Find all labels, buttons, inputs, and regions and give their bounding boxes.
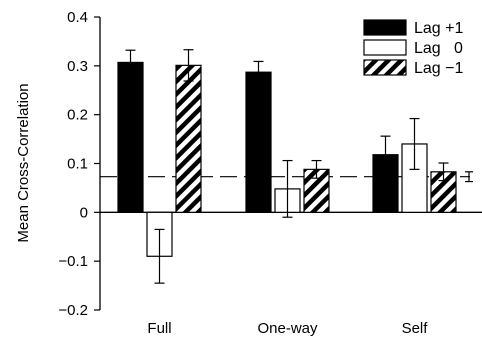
bar [245, 71, 272, 213]
y-tick-label: 0.1 [67, 156, 88, 173]
legend-swatch [363, 59, 407, 76]
x-tick-label: One-way [257, 320, 318, 337]
y-tick-label: −0.2 [58, 302, 88, 319]
legend-swatch [363, 19, 407, 36]
x-tick-label: Self [402, 320, 429, 337]
bar [175, 64, 202, 213]
y-axis-label: Mean Cross-Correlation [15, 83, 32, 242]
bar [430, 171, 457, 213]
y-tick-label: 0.2 [67, 107, 88, 124]
x-tick-label: Full [147, 320, 171, 337]
y-tick-label: 0.4 [67, 9, 88, 26]
legend-label: Lag +1 [414, 20, 463, 37]
y-tick-label: −0.1 [58, 253, 88, 270]
y-tick-label: 0 [80, 204, 88, 221]
legend-label: Lag −1 [414, 60, 463, 77]
y-tick-label: 0.3 [67, 58, 88, 75]
legend-swatch [363, 39, 407, 56]
legend-label: Lag 0 [414, 40, 463, 57]
bar [117, 61, 144, 213]
